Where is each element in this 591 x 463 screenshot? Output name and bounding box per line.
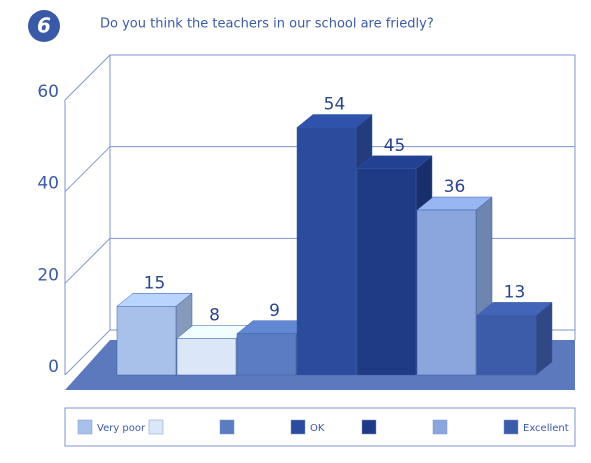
grid-line [64,54,111,101]
y-tick-label: 0 [48,357,59,377]
bar [476,315,537,376]
legend-box [64,407,576,447]
grid-line [64,146,111,193]
legend-swatch [432,419,448,435]
legend-swatch [148,419,164,435]
legend-swatch [503,419,519,435]
bar [176,338,237,376]
bar [236,333,297,376]
grid-line [64,329,111,376]
legend-swatch [219,419,235,435]
legend-label: Very poor [97,423,146,434]
value-label: 13 [504,282,526,302]
grid-line [64,237,111,284]
value-label: 8 [209,305,220,325]
y-tick-label: 40 [37,174,59,194]
y-tick-label: 60 [37,82,59,102]
chart-title: Do you think the teachers in our school … [100,17,434,32]
value-label: 36 [444,177,466,197]
bar [296,127,357,376]
badge-circle [28,10,60,42]
value-label: 15 [144,273,166,293]
y-tick-label: 20 [37,265,59,285]
bar [356,168,417,376]
legend-swatch [77,419,93,435]
value-label: 54 [324,95,346,115]
value-label: 45 [384,136,406,156]
bar [416,209,477,376]
bar [116,306,177,376]
badge: 6 [37,14,51,38]
legend-swatch [361,419,377,435]
legend-label: OK [310,423,325,434]
value-label: 9 [269,301,280,321]
legend-swatch [290,419,306,435]
legend-label: Excellent [523,423,569,434]
